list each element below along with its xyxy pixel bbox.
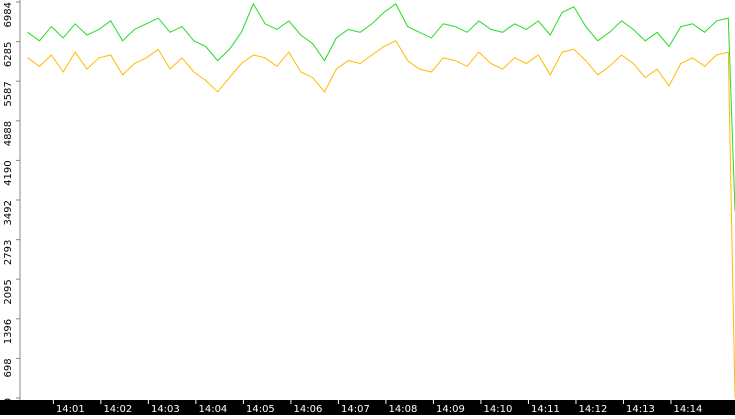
y-tick-label: 6285 xyxy=(3,42,14,67)
y-tick-label: 0 xyxy=(3,398,14,404)
x-tick-label: 14:03 xyxy=(151,404,180,415)
x-tick-label: 14:02 xyxy=(103,404,132,415)
y-tick-label: 3492 xyxy=(3,200,14,225)
x-tick-label: 14:13 xyxy=(626,404,655,415)
series-line xyxy=(27,2,735,211)
x-tick-label: 14:11 xyxy=(531,404,560,415)
x-tick-label: 14:01 xyxy=(56,404,85,415)
y-tick-label: 6984 xyxy=(3,2,14,27)
x-tick-label: 14:06 xyxy=(293,404,322,415)
x-tick-label: 14:08 xyxy=(389,404,418,415)
series-line xyxy=(27,40,735,399)
x-tick-label: 14:07 xyxy=(341,404,370,415)
x-tick-label: 14:10 xyxy=(484,404,513,415)
x-tick-label: 14:04 xyxy=(198,404,227,415)
y-tick-label: 1396 xyxy=(3,319,14,344)
y-tick-label: 2095 xyxy=(3,279,14,304)
x-tick-label: 14:14 xyxy=(674,404,703,415)
y-tick-label: 698 xyxy=(3,358,14,377)
y-tick-label: 4888 xyxy=(3,121,14,146)
x-tick-label: 14:12 xyxy=(579,404,608,415)
y-tick-label: 5587 xyxy=(3,81,14,106)
y-tick-label: 2793 xyxy=(3,240,14,265)
y-tick-label: 4190 xyxy=(3,160,14,185)
x-tick-label: 14:05 xyxy=(246,404,275,415)
x-tick-label: 14:09 xyxy=(436,404,465,415)
x-axis-bar xyxy=(0,400,735,415)
